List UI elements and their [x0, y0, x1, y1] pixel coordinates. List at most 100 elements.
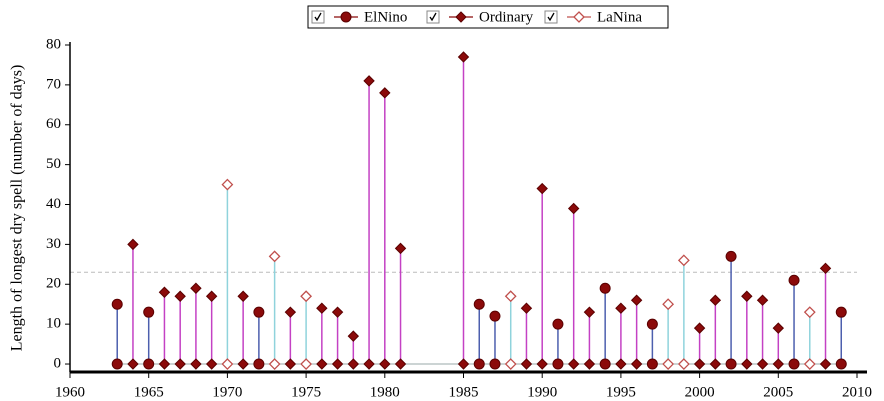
- base-marker: [205, 358, 218, 370]
- y-axis-label: Length of longest dry spell (number of d…: [9, 65, 26, 352]
- base-marker: [677, 358, 690, 370]
- point: [583, 306, 596, 318]
- point: [835, 306, 847, 318]
- base-marker: [599, 358, 611, 370]
- point: [237, 290, 249, 302]
- base-marker: [111, 358, 123, 370]
- base-marker: [127, 358, 139, 370]
- point: [205, 290, 218, 302]
- base-marker: [536, 358, 548, 370]
- y-tick-label: 0: [54, 355, 62, 371]
- point: [127, 238, 139, 251]
- base-marker: [709, 358, 722, 370]
- base-marker: [331, 358, 344, 370]
- legend-check: [314, 12, 322, 22]
- y-tick-label: 50: [46, 156, 61, 172]
- point: [190, 282, 202, 294]
- point: [331, 306, 344, 318]
- x-tick-label: 1970: [212, 384, 242, 400]
- base-marker: [630, 358, 643, 370]
- base-marker: [174, 358, 186, 370]
- base-marker: [772, 358, 785, 370]
- legend-label: ElNino: [364, 9, 407, 25]
- base-marker: [835, 358, 847, 370]
- base-marker: [803, 358, 816, 370]
- point: [646, 318, 658, 330]
- point: [473, 298, 485, 310]
- base-marker: [788, 358, 800, 370]
- base-marker: [457, 358, 470, 370]
- base-marker: [646, 358, 658, 370]
- base-marker: [819, 358, 832, 370]
- point: [725, 250, 737, 262]
- legend-label: Ordinary: [479, 9, 534, 25]
- base-marker: [615, 358, 627, 370]
- point: [772, 322, 785, 334]
- point: [709, 294, 722, 306]
- point: [504, 290, 517, 303]
- point: [630, 294, 643, 306]
- point: [567, 202, 580, 215]
- base-marker: [504, 358, 517, 370]
- point: [677, 254, 690, 267]
- point: [379, 87, 391, 99]
- base-marker: [725, 358, 737, 370]
- base-marker: [520, 358, 533, 370]
- y-tick-label: 60: [46, 116, 61, 132]
- base-marker: [316, 358, 328, 370]
- point: [489, 310, 501, 322]
- base-marker: [583, 358, 596, 370]
- base-marker: [662, 358, 675, 370]
- legend-check: [429, 12, 437, 22]
- y-tick-label: 30: [46, 236, 61, 252]
- point: [741, 290, 753, 302]
- y-tick-label: 80: [46, 36, 61, 52]
- point: [615, 302, 627, 314]
- y-tick-label: 20: [46, 276, 61, 292]
- point: [662, 298, 675, 311]
- legend-check: [547, 12, 555, 22]
- point: [268, 250, 281, 263]
- x-tick-label: 1980: [370, 384, 400, 400]
- base-marker: [756, 358, 769, 370]
- point: [143, 306, 155, 318]
- point: [111, 298, 123, 310]
- point: [819, 262, 832, 275]
- base-marker: [237, 358, 249, 370]
- base-marker: [394, 358, 407, 370]
- point: [158, 286, 171, 298]
- point: [363, 75, 375, 87]
- point: [284, 306, 297, 318]
- legend-marker: [573, 11, 585, 23]
- base-marker: [363, 358, 375, 370]
- base-marker: [379, 358, 391, 370]
- base-marker: [253, 358, 265, 370]
- x-tick-label: 2005: [763, 384, 793, 400]
- point: [300, 290, 313, 303]
- point: [394, 242, 407, 255]
- point: [599, 282, 611, 294]
- point: [536, 182, 548, 195]
- x-tick-label: 1995: [606, 384, 636, 400]
- point: [803, 306, 816, 319]
- point: [520, 302, 533, 314]
- point: [693, 322, 706, 334]
- base-marker: [473, 358, 485, 370]
- point: [316, 302, 328, 314]
- legend-label: LaNina: [597, 9, 642, 25]
- point: [788, 274, 800, 286]
- base-marker: [300, 358, 313, 370]
- base-marker: [158, 358, 171, 370]
- point: [174, 290, 186, 302]
- base-marker: [143, 358, 155, 370]
- x-tick-label: 1960: [55, 384, 85, 400]
- x-tick-label: 2010: [842, 384, 872, 400]
- point: [347, 330, 360, 342]
- point: [221, 178, 234, 191]
- base-marker: [693, 358, 706, 370]
- point: [756, 294, 769, 306]
- point: [552, 318, 564, 330]
- base-marker: [489, 358, 501, 370]
- point: [253, 306, 265, 318]
- x-tick-label: 1985: [449, 384, 479, 400]
